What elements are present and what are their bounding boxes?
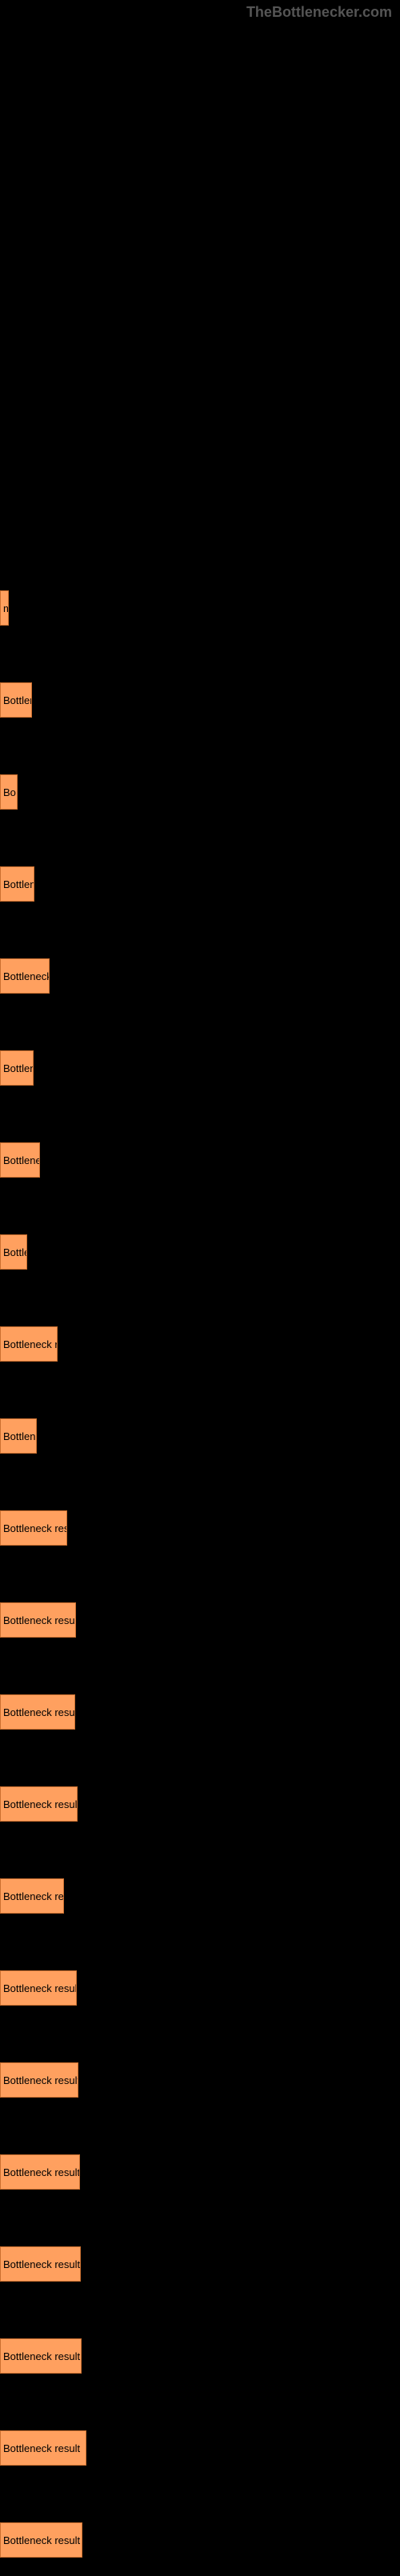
chart-bar: Bottlene [0,1418,37,1454]
chart-row: Bottleneck result [0,2392,400,2484]
chart-row: Bottlen [0,644,400,736]
chart-bar: Bottleneck r [0,1326,58,1362]
chart-row: Bottle [0,1196,400,1288]
chart-bar: Bottlen [0,682,32,718]
chart-row: Bottleneck [0,920,400,1012]
chart-row: Bottleneck result [0,1932,400,2024]
chart-row: Bottlene [0,1380,400,1472]
chart-row: Bottleneck result [0,1564,400,1656]
chart-bar: Bottleneck result [0,2246,81,2282]
chart-bar: Bottleneck res [0,1878,64,1914]
chart-row: Bo [0,736,400,828]
chart-row: Bottleneck result [0,2484,400,2576]
bar-chart: m Bottlen Bo Bottlen Bottleneck Bottlen Bottle… [0,552,400,2576]
chart-bar: Bottleneck result [0,2338,82,2374]
chart-bar: Bottlen [0,866,34,902]
chart-row: Bottleneck result [0,2116,400,2208]
chart-row: Bottleneck result [0,1748,400,1840]
chart-row: Bottleneck result [0,1656,400,1748]
chart-row: Bottleneck resu [0,1472,400,1564]
chart-row: Bottleneck res [0,1840,400,1932]
chart-bar: Bottleneck result [0,1694,75,1730]
chart-bar: Bottlen [0,1050,34,1086]
chart-row: Bottleneck result [0,2208,400,2300]
chart-bar: Bottleneck [0,958,50,994]
chart-bar: Bottleneck result [0,2062,78,2098]
chart-bar: Bottlenec [0,1142,40,1178]
chart-row: Bottlenec [0,1104,400,1196]
chart-row: Bottleneck r [0,1288,400,1380]
chart-bar: Bottleneck result [0,2430,86,2466]
chart-row: Bottlen [0,828,400,920]
chart-bar: Bottleneck resu [0,1510,67,1546]
chart-bar: Bo [0,774,18,810]
chart-bar: Bottle [0,1234,27,1270]
chart-bar: Bottleneck result [0,1970,77,2006]
chart-row: Bottlen [0,1012,400,1104]
chart-bar: m [0,590,9,626]
chart-row: Bottleneck result [0,2300,400,2392]
chart-bar: Bottleneck result [0,2154,80,2190]
watermark-text: TheBottlenecker.com [246,4,392,21]
chart-bar: Bottleneck result [0,1602,76,1638]
chart-bar: Bottleneck result [0,1786,78,1822]
chart-row: Bottleneck result [0,2024,400,2116]
chart-row: m [0,552,400,644]
chart-bar: Bottleneck result [0,2522,82,2558]
